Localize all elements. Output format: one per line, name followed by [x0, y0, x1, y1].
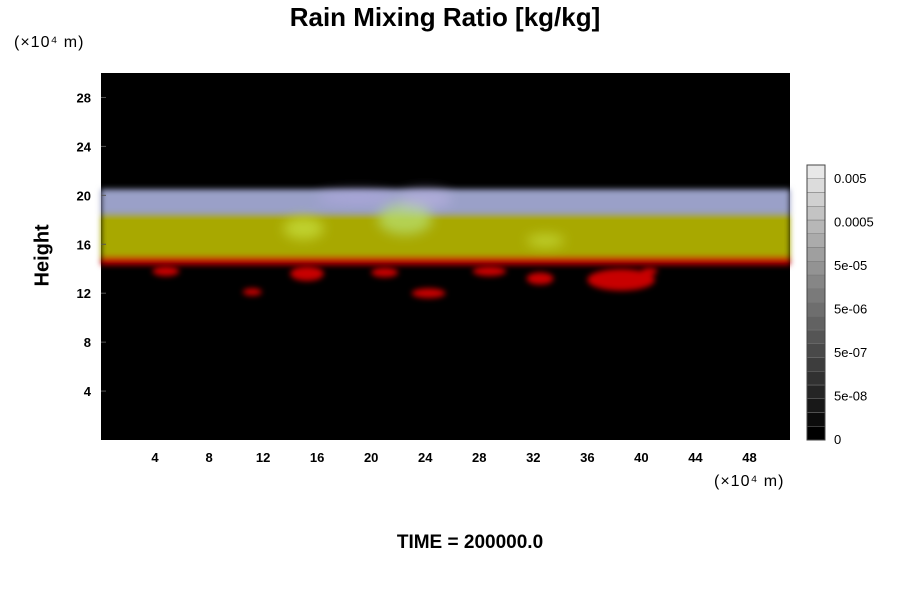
x-tick-label-7: 32: [526, 450, 540, 465]
colorbar-step-13: [806, 247, 826, 262]
rain-patch-0: [152, 266, 180, 277]
colorbar-step-15: [806, 219, 826, 234]
colorbar-step-4: [806, 371, 826, 386]
rain-patch-7: [587, 268, 655, 291]
time-label: TIME =: [396, 532, 464, 553]
x-ticks: 4 8 12 16 20 24 28 32 36 40 44 48: [151, 435, 757, 465]
bright-patch-0: [283, 217, 324, 240]
x-tick-label-9: 40: [634, 450, 648, 465]
colorbar-step-10: [806, 288, 826, 303]
colorbar-label-6: 0: [834, 432, 841, 447]
colorbar-step-2: [806, 398, 826, 413]
colorbar-step-14: [806, 233, 826, 248]
colorbar-step-7: [806, 329, 826, 344]
colorbar-label-4: 5e-07: [834, 345, 867, 360]
colorbar-label-3: 5e-06: [834, 302, 867, 317]
bands-layer: [101, 189, 790, 266]
colorbar-step-11: [806, 274, 826, 289]
colorbar-step-9: [806, 302, 826, 317]
colorbar-step-17: [806, 192, 826, 207]
x-tick-label-2: 12: [256, 450, 270, 465]
y-tick-label-1: 8: [84, 335, 91, 350]
colorbar-step-16: [806, 206, 826, 221]
chart-title: Rain Mixing Ratio [kg/kg]: [289, 2, 601, 32]
colorbar-step-18: [806, 178, 826, 193]
rain-patch-3: [371, 267, 399, 278]
colorbar-step-8: [806, 316, 826, 331]
rain-patch-6: [526, 272, 554, 285]
rain-patch-5: [472, 266, 507, 277]
x-axis-unit: (×10⁴ m): [714, 473, 785, 490]
x-tick-label-1: 8: [205, 450, 212, 465]
y-tick-label-4: 20: [77, 188, 91, 203]
colorbar-label-2: 5e-05: [834, 258, 867, 273]
y-tick-label-2: 12: [77, 286, 91, 301]
x-tick-label-3: 16: [310, 450, 324, 465]
bright-patch-2: [526, 234, 565, 247]
bright-patch-1: [377, 203, 432, 235]
bright-patch-4: [398, 190, 453, 208]
x-tick-label-4: 20: [364, 450, 378, 465]
time-value: 200000.0: [463, 532, 544, 553]
colorbar-step-12: [806, 261, 826, 276]
rain-patch-2: [290, 266, 324, 281]
y-tick-label-5: 24: [77, 139, 92, 154]
colorbar-label-5: 5e-08: [834, 389, 867, 404]
y-tick-label-6: 28: [77, 90, 91, 105]
y-ticks: 4 8 12 16 20 24 28: [77, 90, 106, 399]
rain-layer: [152, 266, 658, 299]
x-tick-label-5: 24: [418, 450, 433, 465]
bright-patch-3: [317, 191, 399, 204]
colorbar-frame: [806, 164, 826, 441]
x-tick-label-0: 4: [151, 450, 159, 465]
rain-patch-1: [242, 288, 262, 296]
colorbar-step-1: [806, 412, 826, 427]
x-tick-label-10: 44: [688, 450, 703, 465]
colorbar-step-0: [806, 426, 826, 441]
colorbar-label-1: 0.0005: [834, 215, 874, 230]
colorbar: 0.005 0.0005 5e-05 5e-06 5e-07 5e-08 0: [806, 164, 874, 447]
colorbar-label-0: 0.005: [834, 171, 867, 186]
colorbar-step-3: [806, 384, 826, 399]
colorbar-step-5: [806, 357, 826, 372]
x-tick-label-6: 28: [472, 450, 486, 465]
rain-patch-8: [641, 267, 658, 275]
rain-patch-4: [411, 288, 446, 299]
band-2: [101, 256, 790, 266]
y-axis-unit: (×10⁴ m): [14, 34, 85, 51]
y-tick-label-3: 16: [77, 237, 91, 252]
x-tick-label-11: 48: [742, 450, 756, 465]
colorbar-step-19: [806, 164, 826, 179]
y-tick-label-0: 4: [84, 384, 92, 399]
bright-layer: [283, 190, 565, 247]
colorbar-step-6: [806, 343, 826, 358]
time-readout: TIME = 200000.0: [0, 532, 900, 554]
x-tick-label-8: 36: [580, 450, 594, 465]
band-1: [101, 213, 790, 257]
